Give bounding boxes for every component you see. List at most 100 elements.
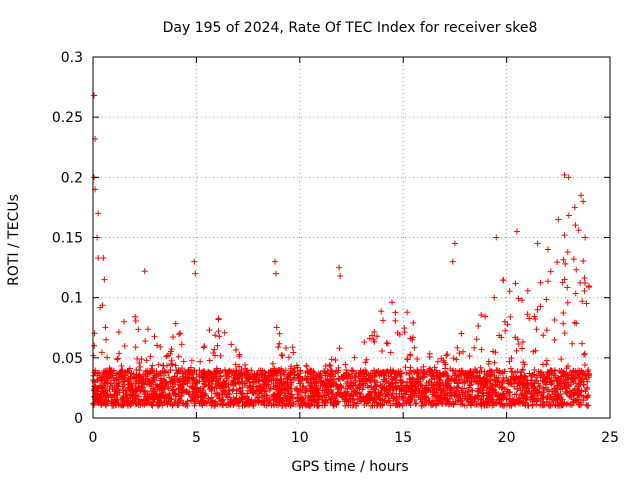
data-point xyxy=(547,268,554,275)
data-point xyxy=(213,389,220,396)
x-axis-label: GPS time / hours xyxy=(291,459,408,475)
data-point xyxy=(232,361,239,368)
data-point xyxy=(437,392,444,399)
data-point xyxy=(371,394,378,401)
data-point xyxy=(110,367,117,374)
data-point xyxy=(499,390,506,397)
data-point xyxy=(312,372,319,379)
data-point xyxy=(363,356,370,363)
data-point xyxy=(276,340,283,347)
data-point xyxy=(157,370,164,377)
data-point xyxy=(378,370,385,377)
data-point xyxy=(541,401,548,408)
data-point xyxy=(244,390,251,397)
data-point xyxy=(575,371,582,378)
data-point xyxy=(513,228,520,235)
data-point xyxy=(439,380,446,387)
data-point xyxy=(155,361,162,368)
data-point xyxy=(540,385,547,392)
data-point xyxy=(366,335,373,342)
data-point xyxy=(266,387,273,394)
data-point xyxy=(332,357,339,364)
data-point xyxy=(583,376,590,383)
data-point xyxy=(141,388,148,395)
data-point xyxy=(481,368,488,375)
data-point xyxy=(141,268,148,275)
data-point xyxy=(385,397,392,404)
data-point xyxy=(265,398,272,405)
data-point xyxy=(221,329,228,336)
data-point xyxy=(571,374,578,381)
data-point xyxy=(114,356,121,363)
data-point xyxy=(541,402,548,409)
data-point xyxy=(292,386,299,393)
data-point xyxy=(118,367,125,374)
data-point xyxy=(426,365,433,372)
data-point xyxy=(184,402,191,409)
data-point xyxy=(557,386,564,393)
data-point xyxy=(266,376,273,383)
data-point xyxy=(435,372,442,379)
data-point xyxy=(249,371,256,378)
data-point xyxy=(244,399,251,406)
data-point xyxy=(429,401,436,408)
data-point xyxy=(388,392,395,399)
data-point xyxy=(279,381,286,388)
data-point xyxy=(142,338,149,345)
data-point xyxy=(577,381,584,388)
data-point xyxy=(562,260,569,267)
y-tick-label: 0.2 xyxy=(61,170,83,186)
data-point xyxy=(367,395,374,402)
data-point xyxy=(194,392,201,399)
data-point xyxy=(330,382,337,389)
data-point xyxy=(332,397,339,404)
data-point xyxy=(401,384,408,391)
data-point xyxy=(383,339,390,346)
data-point xyxy=(519,297,526,304)
data-point xyxy=(250,378,257,385)
data-point xyxy=(409,389,416,396)
data-point xyxy=(383,390,390,397)
data-point xyxy=(275,402,282,409)
data-point xyxy=(544,369,551,376)
data-point xyxy=(453,356,460,363)
data-point xyxy=(492,381,499,388)
data-point xyxy=(534,240,541,247)
data-point xyxy=(230,402,237,409)
x-tick-label: 0 xyxy=(89,430,98,446)
data-point xyxy=(192,377,199,384)
data-point xyxy=(561,330,568,337)
data-point xyxy=(177,375,184,382)
data-point xyxy=(524,287,531,294)
data-point xyxy=(471,344,478,351)
data-point xyxy=(537,398,544,405)
data-point xyxy=(144,375,151,382)
data-point xyxy=(360,380,367,387)
data-point xyxy=(180,358,187,365)
data-point xyxy=(449,376,456,383)
data-point xyxy=(157,343,164,350)
data-point xyxy=(515,341,522,348)
data-point xyxy=(578,367,585,374)
data-point xyxy=(368,392,375,399)
data-point xyxy=(571,204,578,211)
data-point xyxy=(493,234,500,241)
data-point xyxy=(322,400,329,407)
data-point xyxy=(225,394,232,401)
data-point xyxy=(190,376,197,383)
data-point xyxy=(531,386,538,393)
data-point xyxy=(501,386,508,393)
data-point xyxy=(388,373,395,380)
data-point xyxy=(148,377,155,384)
data-point xyxy=(580,198,587,205)
data-point xyxy=(241,393,248,400)
data-point xyxy=(541,379,548,386)
data-point xyxy=(420,363,427,370)
data-point xyxy=(385,385,392,392)
data-point xyxy=(571,319,578,326)
data-point xyxy=(288,391,295,398)
data-point xyxy=(203,371,210,378)
data-point xyxy=(561,369,568,376)
data-point xyxy=(541,374,548,381)
data-point xyxy=(520,375,527,382)
